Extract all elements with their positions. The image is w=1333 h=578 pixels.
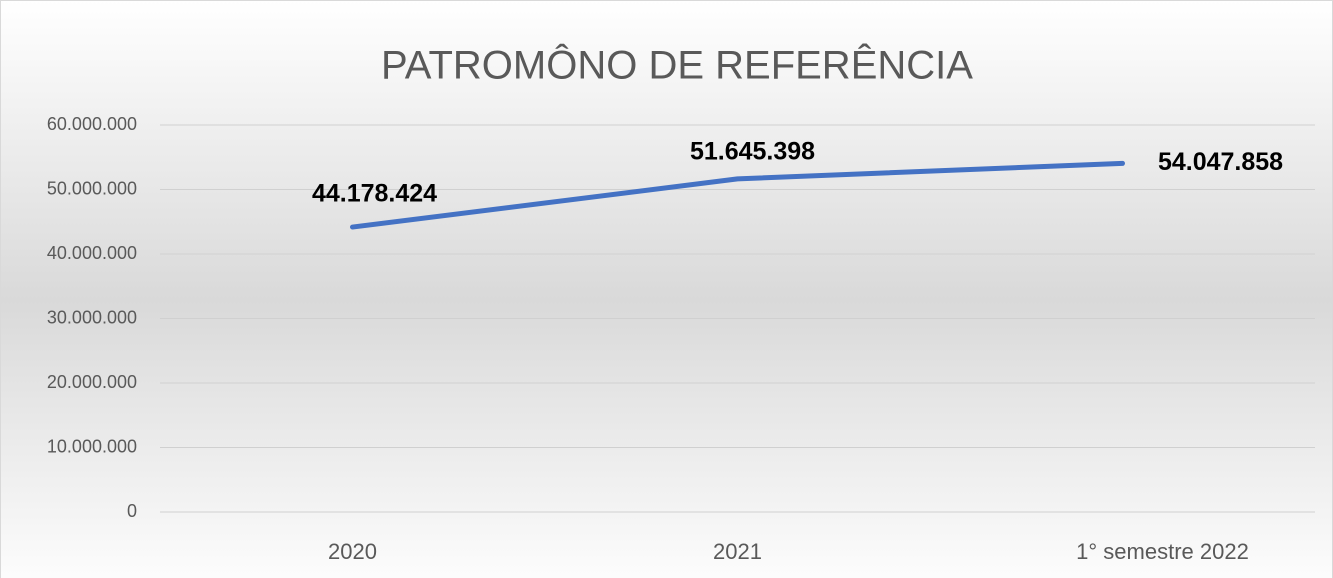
y-tick-label: 0 [127, 501, 137, 521]
y-tick-label: 20.000.000 [47, 372, 137, 392]
y-tick-label: 10.000.000 [47, 436, 137, 456]
line-series [350, 160, 1125, 230]
y-tick-label: 30.000.000 [47, 307, 137, 327]
data-label: 44.178.424 [312, 180, 437, 208]
data-label: 51.645.398 [690, 137, 815, 165]
x-tick-label: 1° semestre 2022 [1076, 539, 1249, 564]
x-tick-label: 2020 [328, 539, 377, 564]
chart-title: PATROMÔNO DE REFERÊNCIA [381, 43, 973, 88]
x-tick-label: 2021 [713, 539, 762, 564]
y-tick-label: 60.000.000 [47, 114, 137, 134]
y-tick-label: 50.000.000 [47, 178, 137, 198]
y-tick-label: 40.000.000 [47, 243, 137, 263]
data-label: 54.047.858 [1158, 148, 1283, 176]
